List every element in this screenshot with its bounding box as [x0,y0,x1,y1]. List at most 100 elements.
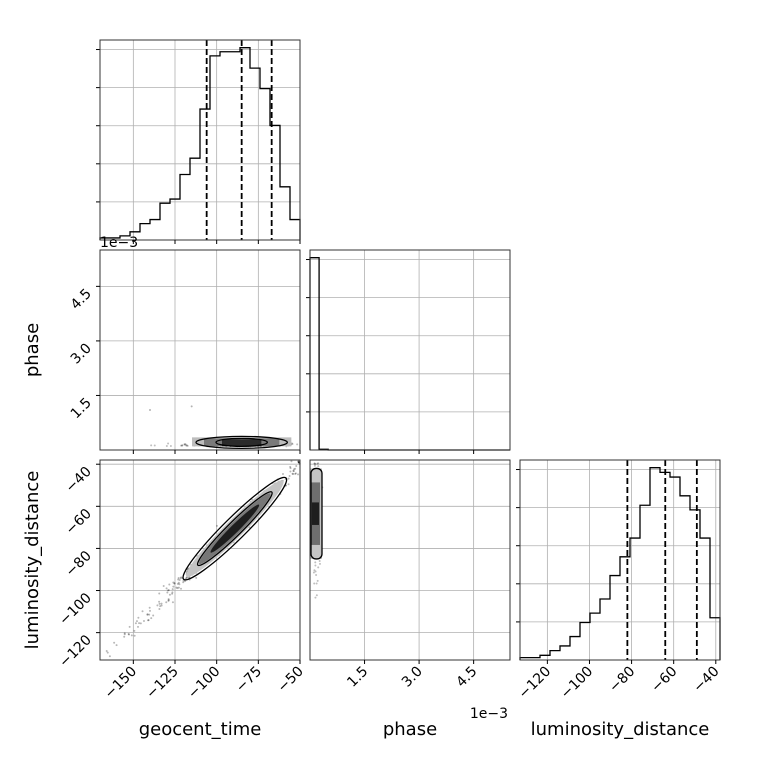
panel-luminosity-distance-hist-xtick-label-2: −80 [606,664,638,696]
panel-geocent-time-vs-luminosity-distance-sample [287,477,290,480]
panel-phase-vs-luminosity-distance-sample [317,566,320,569]
panel-phase-hist-frame [309,249,511,451]
panel-geocent-time-vs-luminosity-distance-sample [137,625,140,628]
panel-geocent-time-vs-phase-sample [186,444,189,447]
panel-geocent-time-vs-luminosity-distance-contour-outer [182,476,288,581]
panel-geocent-time-vs-luminosity-distance-sample [177,577,180,580]
panel-geocent-time-vs-luminosity-distance-sample [177,581,180,584]
panel-phase-vs-luminosity-distance-xtick-label-0: 1.5 [344,664,371,691]
panel-geocent-time-vs-luminosity-distance-sample [113,641,116,644]
panel-geocent-time-vs-phase-sample [185,444,188,447]
panel-geocent-time-vs-phase-ytick-label-2: 4.5 [68,286,95,313]
panel-geocent-time-vs-luminosity-distance-frame [99,459,301,661]
panel-geocent-time-vs-luminosity-distance-sample [152,614,155,617]
panel-geocent-time-vs-luminosity-distance-sample [186,576,189,579]
panel-geocent-time-vs-luminosity-distance-sample [184,580,187,583]
panel-geocent-time-hist-frame [99,39,301,241]
panel-geocent-time-vs-luminosity-distance-sample [176,587,179,590]
panel-geocent-time-vs-luminosity-distance-sample [168,583,171,586]
panel-geocent-time-vs-luminosity-distance-sample [139,622,142,625]
panel-luminosity-distance-hist-xtick-label-4: −40 [690,664,722,696]
panel-geocent-time-vs-luminosity-distance-sample [165,587,168,590]
panel-geocent-time-vs-luminosity-distance-sample [166,591,169,594]
panel-geocent-time-vs-luminosity-distance-sample [123,633,126,636]
panel-geocent-time-vs-luminosity-distance-sample [215,524,218,527]
panel-geocent-time-vs-luminosity-distance-sample [294,472,297,475]
panel-geocent-time-vs-luminosity-distance-sample [166,589,169,592]
panel-luminosity-distance-hist-xtick-label-0: −120 [516,664,555,703]
panel-geocent-time-vs-phase-sample [181,444,184,447]
panel-phase-vs-luminosity-distance-sample [317,462,320,465]
x-axis-label-phase: phase [383,719,437,740]
panel-geocent-time-vs-phase-sample [184,443,187,446]
panel-phase-vs-luminosity-distance-sample [315,582,318,585]
panel-geocent-time-vs-luminosity-distance-sample [177,578,180,581]
panel-geocent-time-vs-phase-outlier-1 [190,405,193,408]
panel-phase-vs-luminosity-distance-sample [312,571,315,574]
panel-geocent-time-vs-luminosity-distance-sample [123,632,126,635]
panel-geocent-time-vs-luminosity-distance-sample [185,576,188,579]
panel-geocent-time-vs-luminosity-distance-sample [138,622,141,625]
panel-geocent-time-vs-luminosity-distance-sample [142,620,145,623]
panel-geocent-time-hist-histogram [99,47,301,240]
panel-phase-vs-luminosity-distance-sample [316,579,319,582]
panel-geocent-time-vs-luminosity-distance-sample [148,609,151,612]
corner-axis-labels: geocent_time phase luminosity_distancephas… [22,323,709,740]
panel-geocent-time-vs-luminosity-distance-sample [177,586,180,589]
panel-geocent-time-vs-luminosity-distance-ytick-label-0: −120 [56,632,95,671]
panel-luminosity-distance-hist-histogram [519,467,721,660]
panel-geocent-time-vs-phase-contour-inner [215,437,268,448]
panel-luminosity-distance-hist-xtick-label-1: −100 [558,664,597,703]
panel-geocent-time-vs-luminosity-distance-sample [294,472,297,475]
panel-geocent-time-vs-luminosity-distance-ytick-label-3: −60 [63,506,95,538]
panel-geocent-time-vs-phase-sample [181,444,184,447]
panel-geocent-time-vs-luminosity-distance-sample [297,461,300,464]
panel-geocent-time-vs-phase-sample [290,442,293,445]
panel-geocent-time-vs-luminosity-distance-sample [292,469,295,472]
panel-geocent-time-vs-luminosity-distance-sample [171,588,174,591]
panel-phase-vs-luminosity-distance-density-high [312,502,319,525]
panel-geocent-time-vs-phase-offset-text: 1e−3 [100,235,138,251]
panel-geocent-time-vs-luminosity-distance-sample [148,606,151,609]
panel-geocent-time-vs-luminosity-distance-sample [158,592,161,595]
panel-geocent-time-vs-luminosity-distance-sample [105,649,108,652]
x-axis-label-luminosity-distance: luminosity_distance [531,719,710,740]
panel-phase-vs-luminosity-distance-offset-text: 1e−3 [470,706,508,722]
panel-geocent-time-vs-luminosity-distance-sample [171,601,174,604]
panel-geocent-time-vs-luminosity-distance-sample [127,633,130,636]
panel-geocent-time-vs-phase-sample [180,444,183,447]
panel-geocent-time-vs-luminosity-distance-sample [135,620,138,623]
panel-geocent-time-vs-luminosity-distance-xtick-label-1: −125 [143,664,182,703]
panel-geocent-time-vs-luminosity-distance-sample [176,582,179,585]
panel-geocent-time-vs-luminosity-distance-sample [287,483,290,486]
panel-geocent-time-vs-luminosity-distance-sample [297,461,300,464]
panel-geocent-time-vs-phase-ytick-label-0: 1.5 [68,395,95,422]
panel-geocent-time-vs-luminosity-distance-ytick-label-4: −40 [63,464,95,496]
panel-phase-vs-luminosity-distance-sample [313,582,316,585]
panel-geocent-time-vs-luminosity-distance-sample [289,467,292,470]
panel-phase-vs-luminosity-distance-sample [313,464,316,467]
panel-geocent-time-vs-luminosity-distance-sample [167,599,170,602]
panel-geocent-time-vs-phase-density-high [222,439,262,447]
panel-phase-vs-luminosity-distance-xtick-label-2: 4.5 [453,664,480,691]
panel-geocent-time-vs-luminosity-distance-sample [150,617,153,620]
panel-phase-vs-luminosity-distance-sample [313,462,316,465]
panel-geocent-time-vs-phase-sample [167,442,170,445]
panel-geocent-time-vs-luminosity-distance-sample [165,601,168,604]
panel-geocent-time-vs-luminosity-distance-sample [147,619,150,622]
panel-geocent-time-vs-phase-sample [296,443,299,446]
panel-phase-vs-luminosity-distance-sample [315,594,318,597]
y-axis-label-phase: phase [22,323,43,377]
panel-geocent-time-vs-phase-sample [183,443,186,446]
panel-phase-vs-luminosity-distance-sample [318,562,321,565]
panel-geocent-time-vs-phase-ytick-label-1: 3.0 [68,340,95,367]
panel-geocent-time-vs-phase-sample [291,442,294,445]
panel-geocent-time-vs-luminosity-distance-sample [115,644,118,647]
panel-geocent-time-vs-phase-sample [165,444,168,447]
panel-geocent-time-vs-luminosity-distance-sample [290,460,293,463]
panel-geocent-time-vs-luminosity-distance-sample [297,461,300,464]
panel-geocent-time-vs-luminosity-distance-sample [297,473,300,476]
panel-phase-vs-luminosity-distance-sample [317,465,320,468]
panel-geocent-time-vs-luminosity-distance-sample [289,465,292,468]
